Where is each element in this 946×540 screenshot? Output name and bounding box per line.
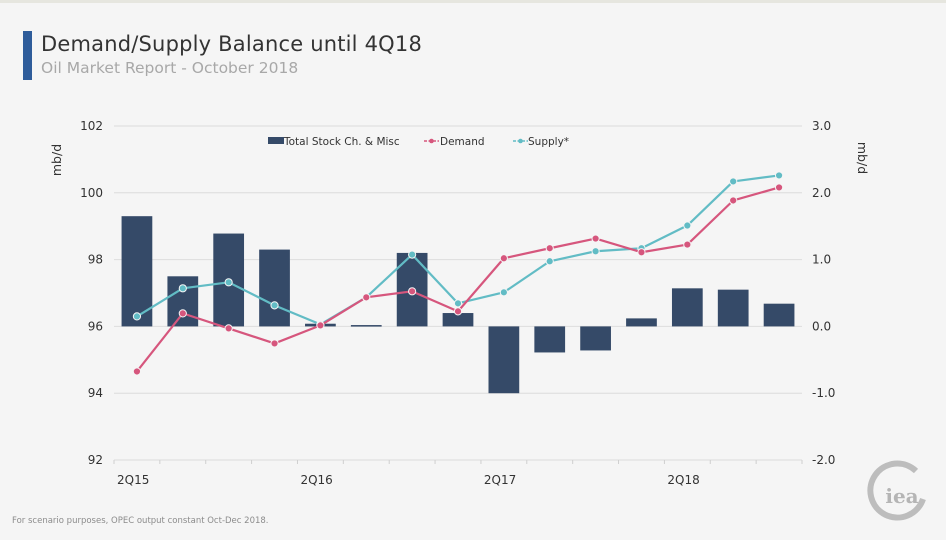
legend-label-supply: Supply* [528, 136, 569, 148]
bar-series [121, 216, 795, 394]
right-tick-label: 1.0 [812, 253, 831, 267]
demand-point-4Q15 [224, 324, 233, 333]
left-tick-label: 92 [88, 453, 103, 467]
demand-point-2Q17 [499, 254, 508, 263]
left-axis: 92 94 96 98 100 102 [80, 119, 103, 467]
demand-point-1Q17 [453, 307, 463, 316]
demand-point-1Q18 [637, 248, 646, 257]
footnote: For scenario purposes, OPEC output const… [12, 516, 269, 526]
bar-3Q18 [717, 289, 749, 327]
x-axis: 2Q15 2Q16 2Q17 2Q18 [113, 460, 803, 487]
right-tick-label: 0.0 [812, 319, 831, 333]
supply-point-4Q17 [591, 247, 600, 256]
supply-point-1Q16 [270, 301, 279, 310]
supply-point-4Q18 [774, 171, 784, 180]
top-rule [0, 0, 946, 3]
line-series [132, 171, 784, 376]
left-tick-label: 96 [88, 319, 103, 333]
demand-point-2Q18 [683, 240, 692, 249]
left-axis-title: mb/d [49, 144, 64, 176]
supply-point-2Q18 [683, 221, 692, 230]
supply-point-3Q17 [545, 257, 554, 266]
bar-2Q15 [121, 216, 153, 327]
bar-3Q16 [350, 325, 382, 327]
demand-point-4Q17 [591, 234, 600, 243]
bar-2Q18 [671, 288, 703, 327]
supply-point-1Q17 [453, 299, 463, 308]
legend-label-stock: Total Stock Ch. & Misc [283, 136, 400, 148]
supply-point-2Q17 [499, 288, 508, 297]
demand-point-3Q17 [545, 244, 554, 253]
supply-point-4Q16 [408, 250, 417, 259]
legend-label-demand: Demand [440, 136, 485, 148]
demand-point-2Q15 [132, 367, 142, 376]
x-tick-label: 2Q17 [484, 473, 516, 487]
bar-3Q15 [167, 276, 199, 327]
legend-swatch-stock [268, 137, 284, 144]
bar-4Q18 [763, 303, 795, 327]
supply-point-2Q15 [132, 312, 142, 321]
bar-3Q17 [534, 326, 566, 353]
demand-point-4Q18 [774, 183, 784, 192]
left-tick-label: 102 [80, 119, 103, 133]
bar-1Q17 [442, 313, 474, 327]
right-tick-label: -2.0 [812, 453, 835, 467]
right-tick-label: 3.0 [812, 119, 831, 133]
right-tick-label: -1.0 [812, 386, 835, 400]
legend-marker-supply [518, 138, 523, 144]
demand-point-4Q16 [408, 287, 417, 296]
iea-logo-text: iea [885, 484, 918, 508]
right-axis-title: mb/d [855, 142, 870, 174]
bar-4Q17 [580, 326, 611, 351]
bar-1Q16 [259, 249, 290, 327]
bar-1Q18 [626, 318, 657, 327]
demand-point-3Q16 [362, 293, 371, 302]
supply-point-4Q15 [224, 278, 233, 287]
x-tick-label: 2Q18 [667, 473, 699, 487]
demand-point-3Q15 [178, 309, 187, 318]
legend-marker-demand [429, 138, 434, 144]
left-tick-label: 98 [88, 253, 103, 267]
title-accent-bar [23, 31, 32, 80]
right-tick-label: 2.0 [812, 186, 831, 200]
demand-point-3Q18 [729, 196, 738, 205]
left-tick-label: 100 [80, 186, 103, 200]
iea-logo-icon: iea [867, 460, 926, 521]
chart-subtitle: Oil Market Report - October 2018 [41, 59, 299, 77]
demand-point-1Q16 [270, 339, 279, 348]
legend: Total Stock Ch. & Misc Demand Supply* [268, 136, 569, 148]
x-tick-label: 2Q16 [300, 473, 332, 487]
right-axis: -2.0 -1.0 0.0 1.0 2.0 3.0 [812, 119, 835, 467]
demand-point-2Q16 [316, 321, 325, 330]
chart-title: Demand/Supply Balance until 4Q18 [41, 32, 423, 56]
supply-point-3Q15 [178, 284, 187, 293]
left-tick-label: 94 [88, 386, 103, 400]
x-tick-label: 2Q15 [117, 473, 149, 487]
supply-point-3Q18 [729, 177, 738, 186]
bar-2Q17 [488, 326, 520, 394]
